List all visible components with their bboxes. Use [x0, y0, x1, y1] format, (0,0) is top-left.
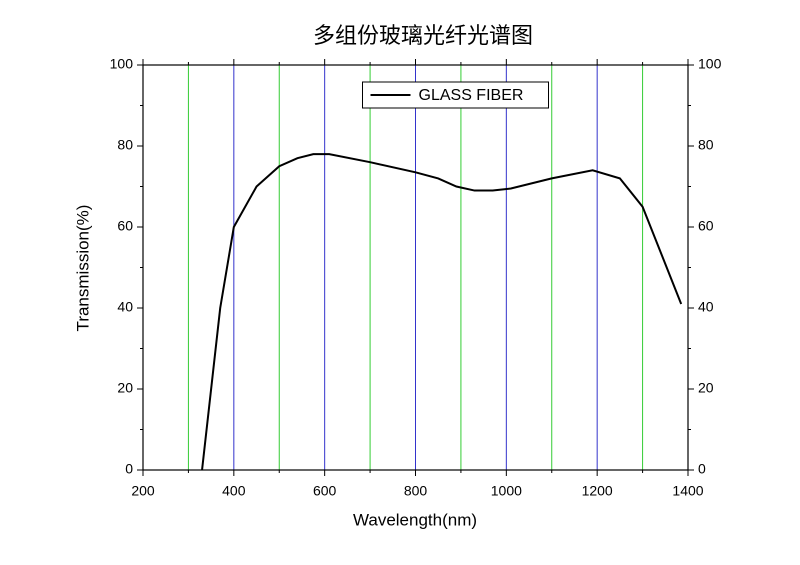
y-tick-label: 60	[117, 218, 133, 234]
x-axis-title: Wavelength(nm)	[353, 510, 477, 529]
x-tick-label: 1000	[491, 483, 522, 499]
y2-tick-label: 20	[698, 380, 714, 396]
y-tick-label: 40	[117, 299, 133, 315]
x-tick-label: 200	[131, 483, 155, 499]
y2-tick-label: 80	[698, 137, 714, 153]
x-tick-label: 800	[404, 483, 428, 499]
x-tick-label: 400	[222, 483, 246, 499]
y2-tick-label: 100	[698, 56, 722, 72]
y-axis-title: Transmission(%)	[73, 205, 92, 332]
chart-title: 多组份玻璃光纤光谱图	[313, 23, 533, 48]
y-tick-label: 20	[117, 380, 133, 396]
x-tick-label: 600	[313, 483, 337, 499]
y-tick-label: 100	[110, 56, 134, 72]
y-tick-label: 80	[117, 137, 133, 153]
data-line	[201, 153, 683, 471]
y2-tick-label: 0	[698, 461, 706, 477]
y2-tick-label: 40	[698, 299, 714, 315]
y2-tick-label: 60	[698, 218, 714, 234]
y-tick-label: 0	[125, 461, 133, 477]
legend-label: GLASS FIBER	[419, 87, 524, 104]
x-tick-label: 1400	[672, 483, 703, 499]
x-tick-label: 1200	[582, 483, 613, 499]
